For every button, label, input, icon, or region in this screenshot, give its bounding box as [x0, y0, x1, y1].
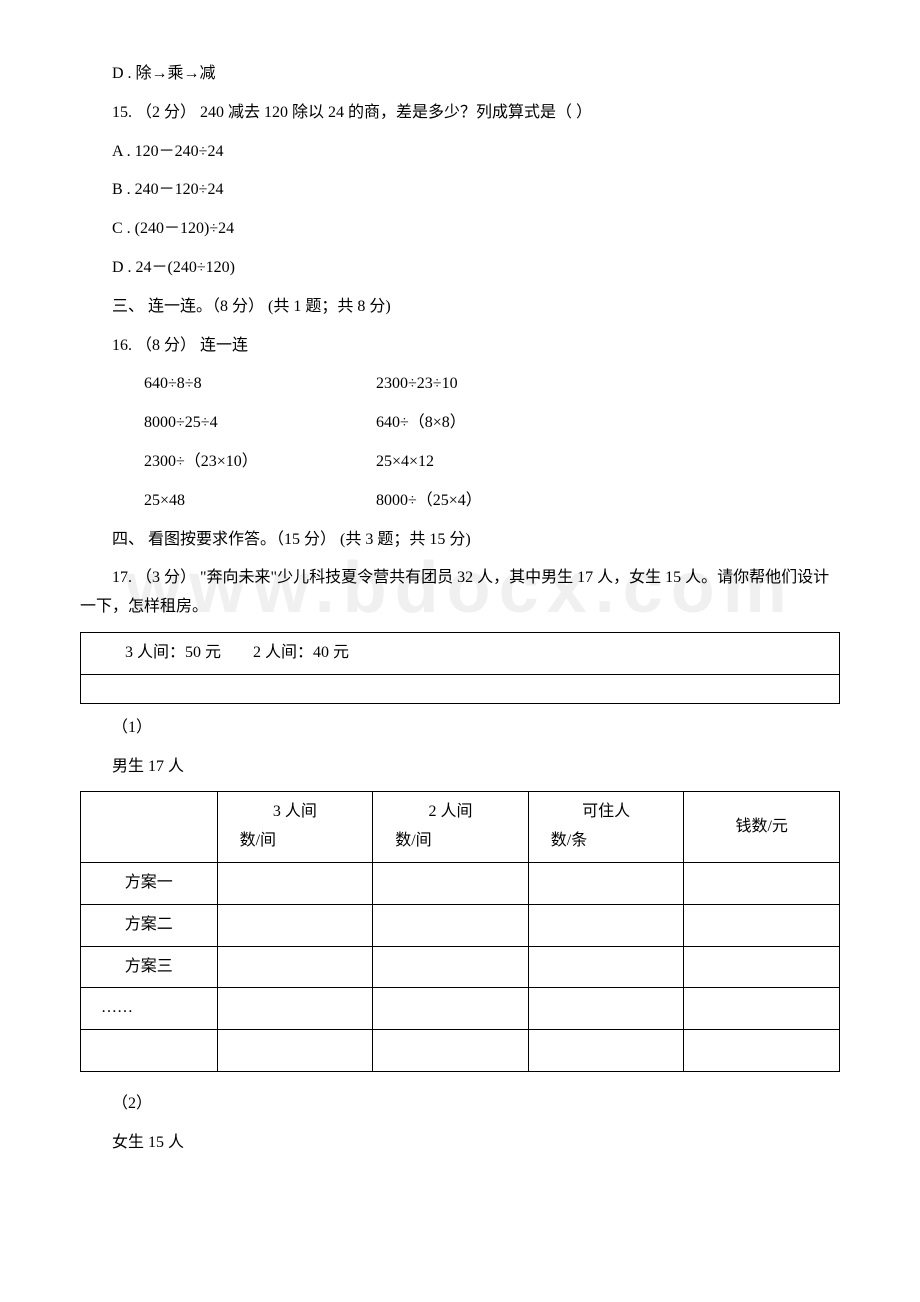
table-header-money: 钱数/元: [684, 792, 840, 863]
plan-more-label: ……: [81, 988, 218, 1030]
h2-bot: 数/间: [381, 827, 520, 856]
plan-more-c3: [528, 988, 684, 1030]
plan3-c2: [373, 946, 529, 988]
q17-part1-label: （1）: [80, 714, 840, 743]
plan-empty-c2: [373, 1030, 529, 1072]
plan3-c1: [217, 946, 373, 988]
q15-stem: 15. （2 分） 240 减去 120 除以 24 的商，差是多少？列成算式是…: [80, 99, 840, 128]
q16-r1-right: 2300÷23÷10: [376, 375, 458, 392]
q16-stem: 16. （8 分） 连一连: [80, 332, 840, 361]
h3-top: 可住人: [537, 798, 676, 827]
q16-r2-right: 640÷（8×8）: [376, 414, 466, 431]
q17-stem: 17. （3 分） "奔向未来"少儿科技夏令营共有团员 32 人，其中男生 17…: [80, 564, 840, 622]
q16-r3-left: 2300÷（23×10）: [112, 448, 372, 477]
q16-row-4: 25×48 8000÷（25×4）: [80, 487, 840, 516]
plan1-c3: [528, 862, 684, 904]
plan-more-c4: [684, 988, 840, 1030]
q17-part2-sub: 女生 15 人: [80, 1129, 840, 1158]
q17-part2-label: （2）: [80, 1090, 840, 1119]
plan-empty-c3: [528, 1030, 684, 1072]
q17-part1-sub: 男生 17 人: [80, 753, 840, 782]
plan-empty-c4: [684, 1030, 840, 1072]
section4-title: 四、 看图按要求作答。（15 分） (共 3 题；共 15 分): [80, 526, 840, 555]
q16-row-1: 640÷8÷8 2300÷23÷10: [80, 370, 840, 399]
table-row: ……: [81, 988, 840, 1030]
table-row: 方案一: [81, 862, 840, 904]
q15-option-d: D . 24－(240÷120): [80, 254, 840, 283]
plan2-c3: [528, 904, 684, 946]
plan1-label: 方案一: [81, 862, 218, 904]
plan3-c4: [684, 946, 840, 988]
section3-title: 三、 连一连。（8 分） (共 1 题；共 8 分): [80, 293, 840, 322]
plan3-c3: [528, 946, 684, 988]
pricing-empty-row: [81, 675, 839, 703]
pricing-box: 3 人间：50 元 2 人间：40 元: [80, 632, 840, 704]
q16-row-2: 8000÷25÷4 640÷（8×8）: [80, 409, 840, 438]
q16-r1-left: 640÷8÷8: [112, 370, 372, 399]
plan-more-c2: [373, 988, 529, 1030]
h1-bot: 数/间: [226, 827, 365, 856]
table-row: 方案二: [81, 904, 840, 946]
plan-empty-c1: [217, 1030, 373, 1072]
plan2-c1: [217, 904, 373, 946]
plan-more-c1: [217, 988, 373, 1030]
plan1-c4: [684, 862, 840, 904]
table-row: [81, 1030, 840, 1072]
plan3-label: 方案三: [81, 946, 218, 988]
table-header-capacity: 可住人 数/条: [528, 792, 684, 863]
q14-option-d: D . 除→乘→减: [80, 60, 840, 89]
q16-r4-right: 8000÷（25×4）: [376, 492, 482, 509]
h2-top: 2 人间: [381, 798, 520, 827]
plan2-label: 方案二: [81, 904, 218, 946]
table-header-blank: [81, 792, 218, 863]
table-header-row: 3 人间 数/间 2 人间 数/间 可住人 数/条 钱数/元: [81, 792, 840, 863]
h3-bot: 数/条: [537, 827, 676, 856]
q16-r4-left: 25×48: [112, 487, 372, 516]
table-row: 方案三: [81, 946, 840, 988]
table-header-3room: 3 人间 数/间: [217, 792, 373, 863]
q15-option-a: A . 120－240÷24: [80, 138, 840, 167]
plan1-c2: [373, 862, 529, 904]
plan-table: 3 人间 数/间 2 人间 数/间 可住人 数/条 钱数/元 方案一 方案二: [80, 791, 840, 1072]
page-content: D . 除→乘→减 15. （2 分） 240 减去 120 除以 24 的商，…: [80, 60, 840, 1158]
q16-r3-right: 25×4×12: [376, 453, 434, 470]
q15-option-c: C . (240－120)÷24: [80, 215, 840, 244]
plan2-c2: [373, 904, 529, 946]
table-header-2room: 2 人间 数/间: [373, 792, 529, 863]
plan1-c1: [217, 862, 373, 904]
plan2-c4: [684, 904, 840, 946]
pricing-text: 3 人间：50 元 2 人间：40 元: [81, 633, 839, 675]
q15-option-b: B . 240－120÷24: [80, 176, 840, 205]
q16-r2-left: 8000÷25÷4: [112, 409, 372, 438]
plan-empty-label: [81, 1030, 218, 1072]
h1-top: 3 人间: [226, 798, 365, 827]
q16-row-3: 2300÷（23×10） 25×4×12: [80, 448, 840, 477]
